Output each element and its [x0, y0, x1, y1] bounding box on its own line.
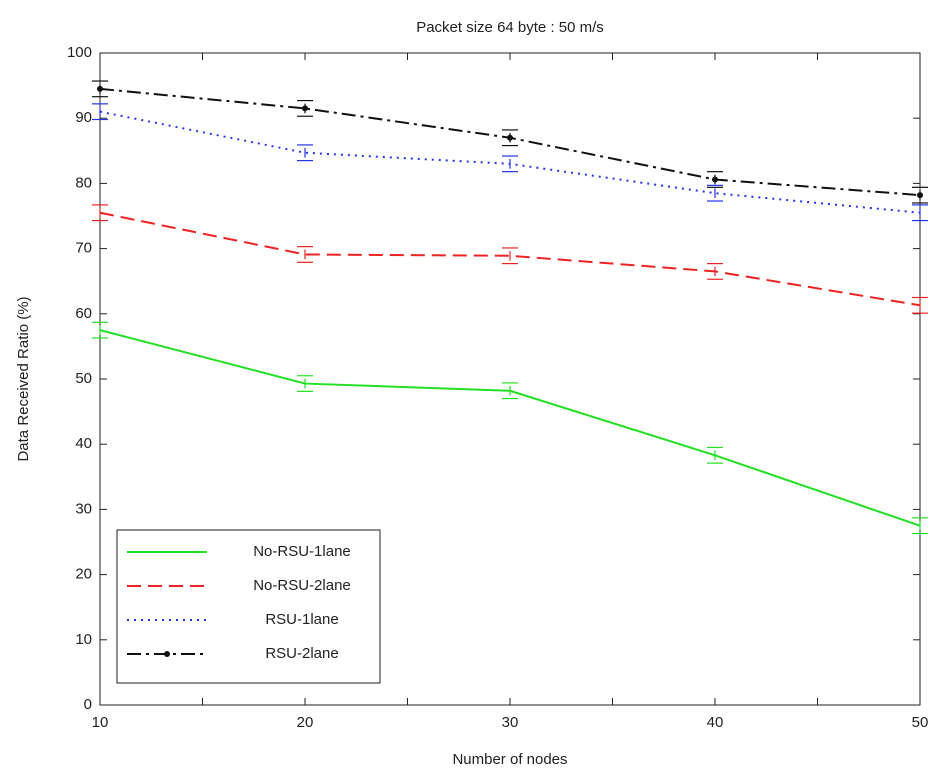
- error-bar: [297, 375, 313, 392]
- y-axis-label: Data Received Ratio (%): [15, 296, 32, 461]
- legend-label: No-RSU-2lane: [253, 577, 351, 594]
- error-bar: [707, 262, 723, 280]
- x-tick-label: 30: [502, 714, 519, 731]
- error-bar: [502, 155, 518, 173]
- x-tick-label: 20: [297, 714, 314, 731]
- legend-label: No-RSU-1lane: [253, 543, 351, 560]
- series-line: [99, 329, 921, 527]
- y-tick-label: 70: [75, 240, 92, 257]
- y-tick-label: 40: [75, 435, 92, 452]
- y-tick-label: 20: [75, 566, 92, 583]
- error-bar: [92, 103, 108, 121]
- y-tick-label: 10: [75, 631, 92, 648]
- error-bar: [707, 184, 723, 202]
- error-bar: [502, 382, 518, 400]
- point: [97, 85, 103, 92]
- x-tick-label: 40: [707, 714, 724, 731]
- y-tick-label: 60: [75, 305, 92, 322]
- point: [302, 105, 308, 112]
- series-line: [99, 211, 921, 307]
- y-tick-label: 90: [75, 109, 92, 126]
- legend-box: [116, 529, 381, 684]
- error-bar: [92, 321, 108, 339]
- legend-marker: [164, 651, 170, 657]
- x-tick-label: 10: [92, 714, 109, 731]
- error-bar: [912, 517, 928, 535]
- point: [917, 192, 923, 199]
- y-tick-label: 100: [67, 44, 92, 61]
- point: [712, 176, 718, 183]
- error-bar: [912, 204, 928, 222]
- x-tick-label: 50: [912, 714, 929, 731]
- y-tick-label: 30: [75, 500, 92, 517]
- y-tick-label: 80: [75, 174, 92, 191]
- error-bar: [297, 144, 313, 162]
- x-axis-label: Number of nodes: [452, 751, 567, 768]
- error-bar: [502, 247, 518, 265]
- chart-title: Packet size 64 byte : 50 m/s: [416, 19, 604, 36]
- legend-label: RSU-1lane: [265, 611, 338, 628]
- error-bar: [297, 246, 313, 263]
- y-tick-label: 50: [75, 370, 92, 387]
- error-bar: [912, 296, 928, 314]
- legend-label: RSU-2lane: [265, 645, 338, 662]
- error-bar: [92, 204, 108, 222]
- point: [507, 134, 513, 141]
- error-bar: [707, 446, 723, 464]
- y-tick-label: 0: [84, 696, 92, 713]
